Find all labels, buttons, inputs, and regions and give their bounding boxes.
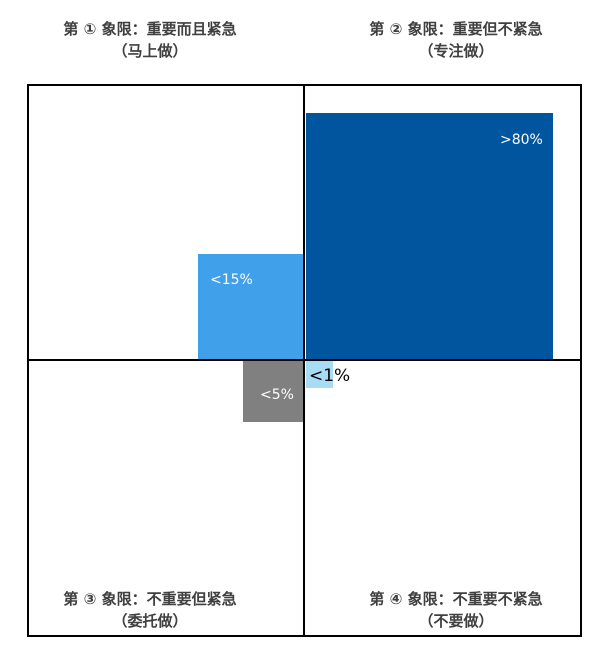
quadrant-4-title-line2: （不要做） <box>418 612 494 630</box>
quadrant-4-block <box>306 361 333 388</box>
quadrant-3-title: 第 ③ 象限：不重要但紧急 （委托做） <box>20 588 280 632</box>
quadrant-1-title-line2: （马上做） <box>112 42 188 60</box>
quadrant-4-share-label: <1% <box>309 366 351 386</box>
quadrant-4-title: 第 ④ 象限：不重要不紧急 （不要做） <box>326 588 586 632</box>
quadrant-2-title: 第 ② 象限：重要但不紧急 （专注做） <box>326 18 586 62</box>
quadrant-1-share-label: <15% <box>210 272 253 288</box>
quadrant-2-title-line1: 第 ② 象限：重要但不紧急 <box>369 20 543 38</box>
horizontal-axis <box>27 359 582 361</box>
quadrant-3-title-line1: 第 ③ 象限：不重要但紧急 <box>63 590 237 608</box>
quadrant-1-block <box>198 254 304 360</box>
quadrant-1-title: 第 ① 象限：重要而且紧急 （马上做） <box>20 18 280 62</box>
quadrant-2-block <box>306 113 553 360</box>
quadrant-3-title-line2: （委托做） <box>112 612 188 630</box>
quadrant-3-share-label: <5% <box>260 387 294 403</box>
quadrant-3-block <box>243 361 304 422</box>
quadrant-4-title-line1: 第 ④ 象限：不重要不紧急 <box>369 590 543 608</box>
quadrant-2-title-line2: （专注做） <box>418 42 494 60</box>
quadrant-1-title-line1: 第 ① 象限：重要而且紧急 <box>63 20 237 38</box>
quadrant-2-share-label: >80% <box>500 132 543 148</box>
